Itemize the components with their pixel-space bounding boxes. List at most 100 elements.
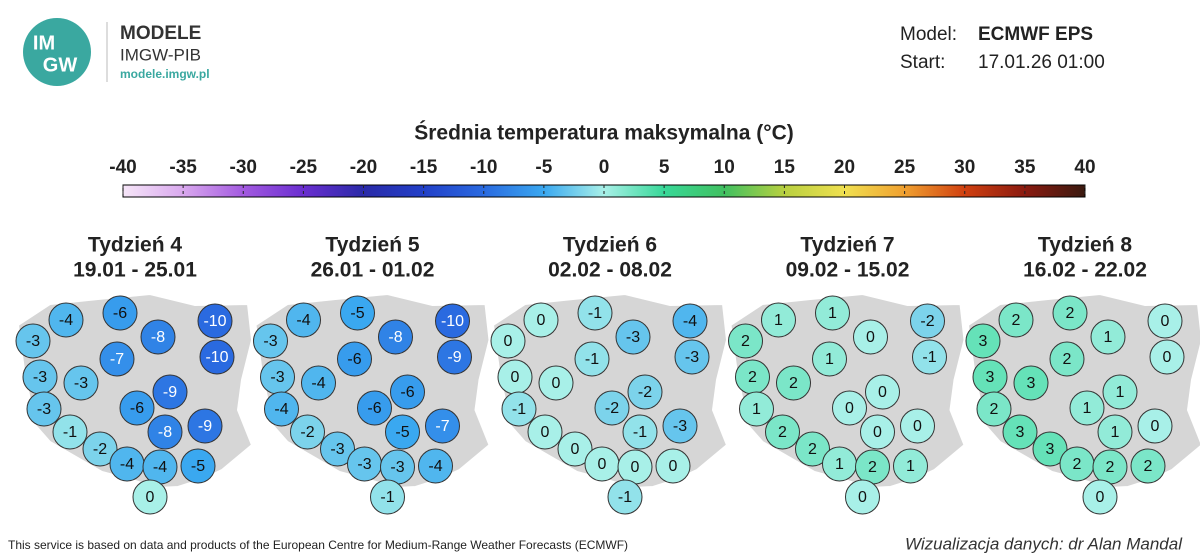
station-value: 2: [789, 375, 798, 392]
colorbar-tick-label: -20: [350, 157, 377, 178]
station-marker: [337, 341, 372, 377]
station-value: -9: [447, 349, 461, 366]
week-dates: 02.02 - 08.02: [548, 259, 672, 282]
station-marker: [290, 414, 325, 450]
station-marker: [286, 302, 321, 338]
week-map: Tydzień 419.01 - 25.01-3-4 -6-8-10-10-7-3…: [15, 234, 254, 515]
station-marker: [99, 341, 135, 377]
url: modele.imgw.pl: [120, 67, 210, 81]
station-value: 1: [828, 305, 837, 322]
station-marker: [900, 408, 935, 444]
station-value: -1: [618, 489, 632, 506]
colorbar-tick-label: -35: [169, 157, 197, 178]
station-value: -3: [26, 333, 40, 350]
station-marker: [1147, 303, 1183, 339]
station-marker: [501, 391, 537, 427]
station-marker: [425, 408, 460, 444]
station-marker: [577, 295, 613, 331]
station-value: 0: [1163, 349, 1172, 366]
station-value: -1: [512, 401, 526, 418]
station-value: 0: [598, 456, 607, 473]
model-info: Model: ECMWF EPS Start: 17.01.26 01:00: [900, 24, 1105, 73]
station-marker: [390, 374, 425, 410]
logo-circle: [23, 18, 91, 86]
station-marker: [761, 302, 796, 338]
station-marker: [63, 365, 99, 401]
colorbar-tick-label: 20: [834, 157, 855, 178]
station-value: -3: [357, 456, 371, 473]
station-marker: [527, 414, 563, 450]
station-value: -7: [110, 351, 124, 368]
station-value: 2: [1066, 305, 1075, 322]
station-value: 0: [1161, 313, 1170, 330]
station-value: -1: [588, 305, 602, 322]
station-value: 3: [986, 369, 995, 386]
station-value: 3: [1016, 424, 1025, 441]
station-marker: [1102, 374, 1138, 410]
station-marker: [52, 414, 88, 450]
station-value: -4: [311, 375, 325, 392]
station-marker: [815, 295, 850, 331]
station-value: 0: [866, 329, 875, 346]
station-marker: [357, 390, 392, 426]
station-value: 2: [778, 424, 787, 441]
station-marker: [853, 319, 888, 355]
station-marker: [180, 448, 216, 484]
station-value: -3: [685, 349, 699, 366]
colorbar-tick-label: -30: [230, 157, 257, 178]
station-marker: [48, 302, 84, 338]
station-marker: [739, 391, 774, 427]
station-value: -4: [153, 459, 167, 476]
model-name: ECMWF EPS: [978, 24, 1093, 45]
station-marker: [340, 295, 375, 331]
station-value: -3: [74, 375, 88, 392]
station-value: -10: [205, 349, 228, 366]
station-value: -4: [59, 312, 73, 329]
station-value: -3: [390, 459, 404, 476]
station-value: 1: [752, 401, 761, 418]
station-value: 3: [1046, 441, 1055, 458]
station-value: 2: [1073, 456, 1082, 473]
station-value: 2: [1012, 312, 1021, 329]
colorbar-tick-label: 10: [714, 157, 735, 178]
station-marker: [102, 295, 138, 331]
station-marker: [557, 431, 593, 467]
colorbar-tick-label: -10: [470, 157, 497, 178]
station-marker: [622, 414, 658, 450]
station-value: 1: [1116, 384, 1125, 401]
station-marker: [976, 391, 1012, 427]
station-marker: [776, 365, 811, 401]
station-marker: [378, 319, 413, 355]
footer-credit: Wizualizacja danych: dr Alan Mandal: [905, 534, 1183, 553]
station-marker: [140, 319, 176, 355]
colorbar-tick-label: 30: [954, 157, 975, 178]
station-value: -10: [203, 313, 226, 330]
logo: IM GW MODELE IMGW-PIB modele.imgw.pl: [23, 18, 210, 86]
station-value: 0: [511, 369, 520, 386]
station-value: -6: [347, 351, 361, 368]
station-marker: [765, 414, 800, 450]
station-value: -1: [63, 424, 77, 441]
station-value: -2: [605, 400, 619, 417]
week-dates: 19.01 - 25.01: [73, 259, 197, 282]
station-marker: [845, 479, 880, 515]
station-value: 0: [631, 459, 640, 476]
station-value: -2: [93, 441, 107, 458]
station-value: -2: [300, 424, 314, 441]
station-value: -8: [158, 424, 172, 441]
station-value: 0: [552, 375, 561, 392]
station-marker: [15, 323, 51, 359]
station-marker: [385, 414, 420, 450]
colorbar-tick-label: -25: [290, 157, 318, 178]
station-marker: [655, 448, 691, 484]
station-value: -3: [330, 441, 344, 458]
station-marker: [1137, 408, 1173, 444]
station-value: -5: [395, 424, 409, 441]
station-value: -1: [380, 489, 394, 506]
station-value: -9: [198, 418, 212, 435]
legend-title: Średnia temperatura maksymalna (°C): [414, 121, 794, 145]
station-value: 0: [1151, 418, 1160, 435]
station-value: -1: [633, 424, 647, 441]
